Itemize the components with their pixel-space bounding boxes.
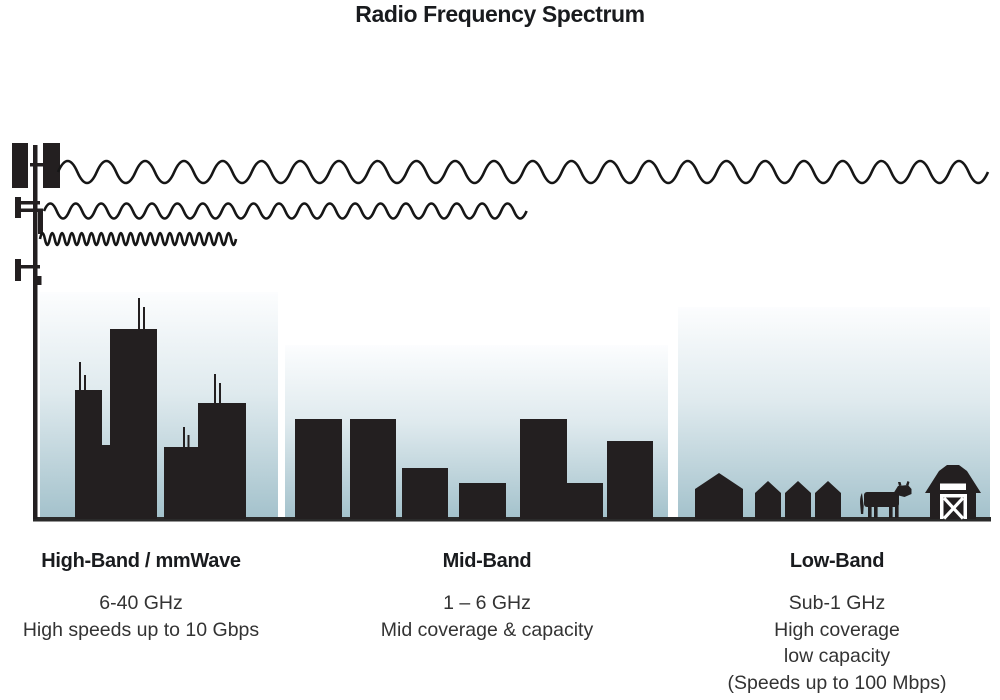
house-icon: [785, 481, 811, 519]
cell-tower-icon: [12, 143, 60, 519]
mid-frequency-wave-icon: [42, 202, 528, 220]
band-detail-line: 6-40 GHz: [99, 592, 183, 614]
ground-line: [33, 517, 991, 522]
page-title: Radio Frequency Spectrum: [355, 1, 645, 27]
band-heading: High-Band / mmWave: [41, 550, 241, 572]
barn-icon: [925, 465, 981, 520]
low-frequency-wave-icon: [56, 159, 990, 185]
band-detail-line: Mid coverage & capacity: [380, 618, 594, 641]
band-detail-line: 1 – 6 GHz: [443, 592, 531, 614]
mid-band-skyline-icon: [295, 419, 653, 519]
band-heading: Low-Band: [789, 550, 885, 572]
low-band-farm-icon: [695, 465, 981, 520]
band-detail-line: (Speeds up to 100 Mbps): [727, 671, 947, 694]
band-detail-line: High speeds up to 10 Gbps: [22, 618, 260, 641]
low-band-label: Low-Band Sub-1 GHz High coverage low cap…: [672, 550, 1000, 696]
band-detail-line: low capacity: [783, 645, 891, 667]
band-detail-line: High coverage: [774, 618, 900, 641]
cow-icon: [860, 481, 912, 518]
band-detail-line: Sub-1 GHz: [788, 592, 886, 614]
house-icon: [815, 481, 841, 519]
high-band-label: High-Band / mmWave 6-40 GHz High speeds …: [0, 550, 306, 643]
band-heading: Mid-Band: [442, 550, 532, 572]
high-band-skyline-icon: [75, 298, 246, 519]
high-frequency-wave-icon: [38, 231, 238, 247]
house-icon: [695, 473, 743, 519]
mid-band-label: Mid-Band 1 – 6 GHz Mid coverage & capaci…: [322, 550, 652, 643]
radio-waves: [38, 159, 990, 247]
house-icon: [755, 481, 781, 519]
